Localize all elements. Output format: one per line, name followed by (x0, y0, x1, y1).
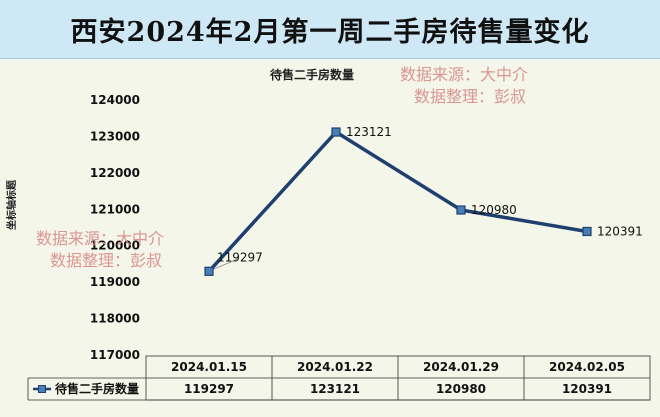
y-tick-label: 118000 (90, 312, 140, 326)
y-tick-label: 121000 (90, 202, 140, 216)
data-label-leader (212, 258, 238, 270)
legend-series-name: 待售二手房数量 (55, 381, 139, 396)
chart-area (0, 59, 660, 417)
y-tick-label: 124000 (90, 93, 140, 107)
page-title: 西安2024年2月第一周二手房待售量变化 (70, 16, 590, 48)
data-point-label: 123121 (346, 125, 392, 139)
watermark-source-2: 数据来源：大中介 (36, 229, 165, 248)
data-point-label: 120391 (597, 224, 643, 238)
data-table-value: 123121 (310, 382, 360, 396)
watermark-top: 数据来源：大中介 数据整理：彭叔 (400, 64, 528, 108)
data-point-marker (204, 266, 214, 276)
y-tick-label: 122000 (90, 166, 140, 180)
title-banner: 西安2024年2月第一周二手房待售量变化 (0, 0, 660, 59)
data-point-label: 120980 (471, 203, 517, 217)
watermark-source: 数据来源：大中介 (400, 65, 529, 84)
watermark-editor-2: 数据整理：彭叔 (50, 251, 163, 270)
watermark-editor: 数据整理：彭叔 (414, 87, 527, 106)
x-category-label: 2024.02.05 (549, 360, 625, 374)
data-point-marker (331, 127, 341, 137)
x-category-label: 2024.01.29 (423, 360, 499, 374)
x-category-label: 2024.01.15 (171, 360, 247, 374)
data-point-label: 119297 (217, 250, 263, 264)
data-point-marker (456, 205, 466, 215)
x-category-label: 2024.01.22 (297, 360, 373, 374)
data-table-value: 120980 (436, 382, 486, 396)
y-tick-label: 123000 (90, 129, 140, 143)
data-table-value: 120391 (562, 382, 612, 396)
data-point-marker (582, 226, 592, 237)
chart-title: 待售二手房数量 (270, 68, 355, 82)
data-table-value: 119297 (184, 382, 234, 396)
line-chart: 117000 118000 119000 120000 121000 122000 1230… (27, 93, 651, 401)
legend-marker (38, 385, 46, 393)
y-tick-label: 119000 (90, 275, 140, 289)
watermark-middle: 数据来源：大中介 数据整理：彭叔 (36, 228, 164, 272)
series-line (207, 130, 588, 273)
y-tick-label: 117000 (90, 348, 140, 362)
y-tick-label: 120000 (90, 239, 140, 253)
